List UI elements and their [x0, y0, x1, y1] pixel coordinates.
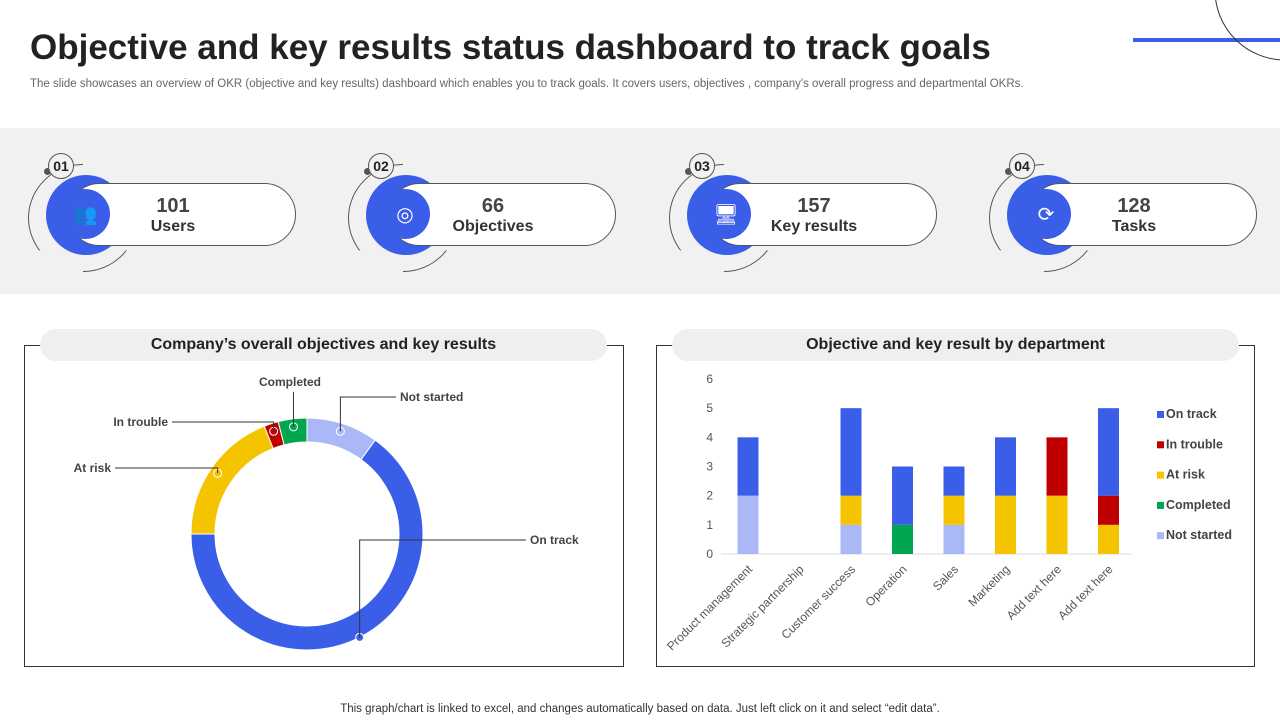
card-number: 04	[1009, 153, 1035, 179]
bar-panel: 0 1 2 3 4 5 6 Product management Strategic partn…	[656, 345, 1255, 667]
donut-slice-completed	[277, 417, 308, 446]
page-subtitle: The slide showcases an overview of OKR (…	[30, 78, 1024, 90]
leader-line	[339, 396, 396, 432]
stat-label: Tasks	[1111, 218, 1157, 235]
y-tick-label: 6	[706, 372, 713, 386]
legend-label: At risk	[1166, 468, 1205, 482]
card-dot	[1005, 168, 1012, 175]
legend-label: On track	[1166, 407, 1217, 421]
page-title: Objective and key results status dashboa…	[30, 28, 991, 67]
bar-segment-on-track	[737, 437, 759, 496]
legend-swatch	[1157, 532, 1164, 540]
users-sync-icon: 👥	[60, 189, 110, 239]
bar-segment-not-started	[840, 524, 862, 554]
donut-label: At risk	[74, 461, 112, 475]
stat-value: 101	[156, 195, 190, 217]
bar-segment-not-started	[737, 495, 759, 554]
bar-segment-at-risk	[1098, 524, 1119, 554]
stat-label: Objectives	[452, 218, 534, 235]
card-number: 03	[689, 153, 715, 179]
stat-label: Key results	[770, 218, 858, 235]
bar-segment-on-track	[1098, 408, 1119, 496]
bar-segment-on-track	[892, 466, 913, 525]
donut-chart[interactable]: Not started On track At risk In trouble Comp…	[25, 346, 623, 666]
bar-segment-at-risk	[995, 495, 1016, 554]
stat-value: 157	[797, 195, 831, 217]
donut-label: On track	[530, 533, 579, 547]
bar-segment-on-track	[840, 408, 862, 496]
donut-panel: Not started On track At risk In trouble Comp…	[24, 345, 624, 667]
x-tick-label: Operation	[862, 562, 909, 609]
bar-segment-at-risk	[1046, 495, 1068, 554]
legend-label: Completed	[1166, 498, 1231, 512]
y-tick-label: 5	[706, 401, 713, 415]
leader-line	[359, 539, 526, 638]
bar-segment-on-track	[995, 437, 1016, 496]
donut-label: Completed	[259, 375, 321, 389]
donut-slice-on-track	[190, 439, 424, 651]
legend-swatch	[1157, 441, 1164, 449]
legend-swatch	[1157, 411, 1164, 418]
stat-card-tasks: 04 ⟳ 128 Tasks	[989, 150, 1269, 275]
y-tick-label: 3	[706, 460, 713, 474]
task-cycle-icon: ⟳	[1021, 189, 1071, 239]
x-tick-label: Marketing	[965, 562, 1012, 609]
donut-label: Not started	[400, 390, 463, 404]
y-tick-label: 0	[706, 547, 713, 561]
x-tick-label: Sales	[930, 562, 961, 593]
donut-slice-at-risk	[190, 425, 274, 535]
donut-chart-title: Company’s overall objectives and key res…	[40, 329, 607, 361]
card-dot	[44, 168, 51, 175]
stat-card-key-results: 03 🖥 157 Key results	[669, 150, 949, 275]
stat-label: Users	[150, 218, 196, 235]
card-number: 02	[368, 153, 394, 179]
bar-segment-at-risk	[840, 495, 862, 525]
legend-label: In trouble	[1166, 437, 1223, 451]
decorative-circle-arc	[1215, 0, 1280, 61]
bar-segment-at-risk	[943, 495, 965, 525]
decorative-circle	[1215, 0, 1280, 61]
y-tick-label: 1	[706, 518, 713, 532]
monitor-check-icon: 🖥	[701, 189, 751, 239]
legend-swatch	[1157, 471, 1164, 479]
y-tick-label: 2	[706, 489, 713, 503]
card-dot	[364, 168, 371, 175]
x-tick-label: Add text here	[1055, 562, 1116, 623]
leader-line	[115, 467, 219, 474]
card-dot	[685, 168, 692, 175]
stat-value: 128	[1117, 195, 1151, 217]
bar-segment-on-track	[943, 466, 965, 496]
bar-segment-in-trouble	[1098, 495, 1119, 525]
stat-card-users: 01 👥 101 Users	[28, 150, 308, 275]
legend-swatch	[1157, 501, 1164, 509]
bar-segment-completed	[892, 524, 913, 554]
x-tick-label: Product management	[664, 562, 755, 653]
stat-value: 66	[481, 195, 505, 217]
footer-note: This graph/chart is linked to excel, and…	[340, 703, 940, 715]
leader-line	[172, 421, 275, 432]
card-number: 01	[48, 153, 74, 179]
target-chart-icon: ◎	[380, 189, 430, 239]
legend-label: Not started	[1166, 528, 1232, 542]
donut-label: In trouble	[113, 415, 168, 429]
decorative-line	[1133, 38, 1280, 42]
bar-segment-in-trouble	[1046, 437, 1068, 496]
bar-segment-not-started	[943, 524, 965, 554]
bar-chart-title: Objective and key result by department	[672, 329, 1239, 361]
y-tick-label: 4	[706, 430, 713, 444]
stat-card-objectives: 02 ◎ 66 Objectives	[348, 150, 628, 275]
donut-slice-not-started	[306, 417, 376, 461]
